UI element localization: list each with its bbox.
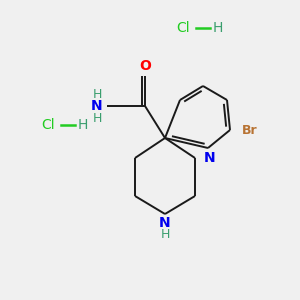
Text: H: H [92,112,102,124]
Text: H: H [213,21,223,35]
Text: Br: Br [242,124,258,136]
Text: H: H [92,88,102,100]
Text: H: H [78,118,88,132]
Text: N: N [204,151,216,165]
Text: H: H [160,227,170,241]
Text: N: N [91,99,103,113]
Text: O: O [139,59,151,73]
Text: N: N [159,216,171,230]
Text: Cl: Cl [176,21,190,35]
Text: Cl: Cl [41,118,55,132]
